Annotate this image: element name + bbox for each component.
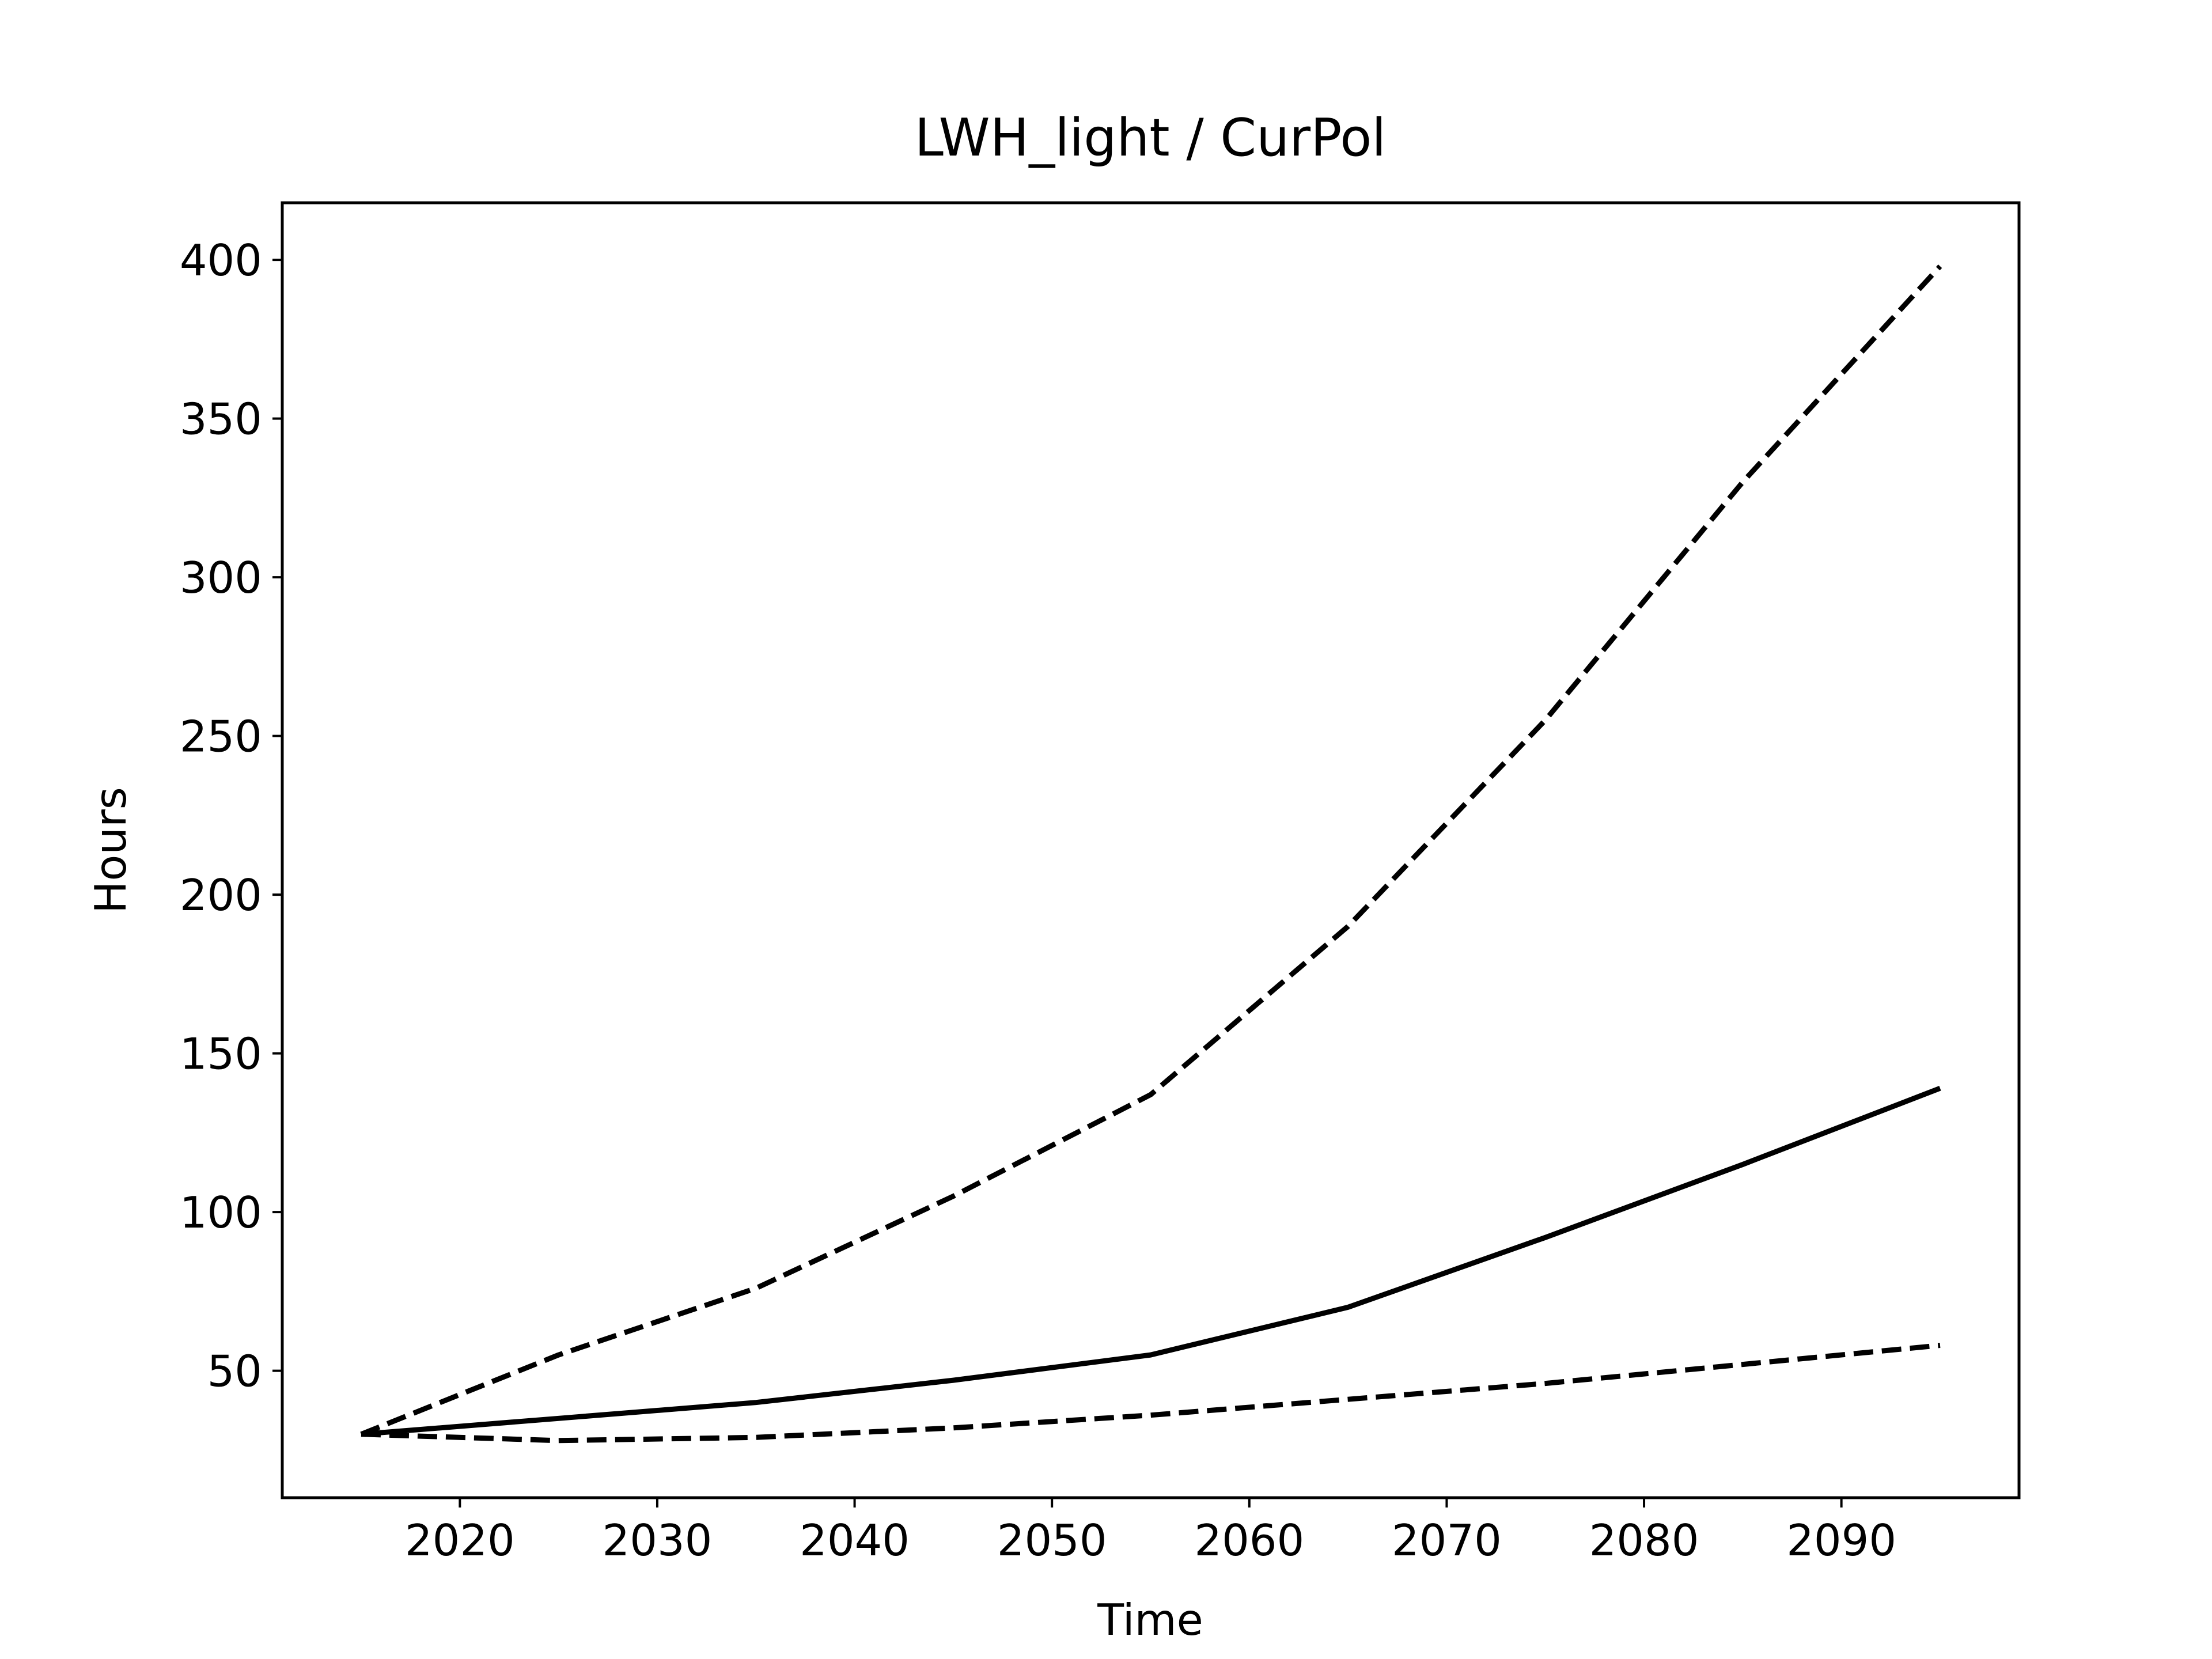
- x-tick-label: 2070: [1392, 1515, 1502, 1566]
- plot-frame: [281, 201, 2021, 1499]
- chart-title: LWH_light / CurPol: [915, 108, 1387, 168]
- x-tick-label: 2060: [1194, 1515, 1304, 1566]
- y-tick-label: 100: [180, 1187, 262, 1238]
- x-tick-label: 2020: [405, 1515, 515, 1566]
- y-tick-label: 150: [180, 1029, 262, 1080]
- y-tick-label: 300: [180, 552, 262, 603]
- y-tick-label: 50: [207, 1346, 262, 1397]
- x-tick-label: 2040: [800, 1515, 910, 1566]
- x-axis-label: Time: [1097, 1594, 1203, 1645]
- x-tick-label: 2030: [603, 1515, 713, 1566]
- x-tick-label: 2090: [1786, 1515, 1896, 1566]
- x-tick-label: 2080: [1589, 1515, 1699, 1566]
- y-tick-label: 400: [180, 235, 262, 286]
- x-tick-label: 2050: [997, 1515, 1107, 1566]
- y-axis-label: Hours: [85, 787, 136, 914]
- x-axis-ticks: 2020 2030 2040 2050 2060 2070 2080 2090: [405, 1498, 1896, 1566]
- y-tick-label: 350: [180, 394, 262, 445]
- series-layer: [360, 264, 1942, 1444]
- y-tick-label: 200: [180, 870, 262, 921]
- central-solid-line: [361, 1086, 1941, 1437]
- y-tick-label: 250: [180, 711, 262, 762]
- lower-bound-dashed-line: [361, 1343, 1941, 1444]
- y-axis-ticks: 50 100 150 200 250 300 350 400: [180, 235, 282, 1397]
- upper-bound-dashed-line: [360, 264, 1942, 1437]
